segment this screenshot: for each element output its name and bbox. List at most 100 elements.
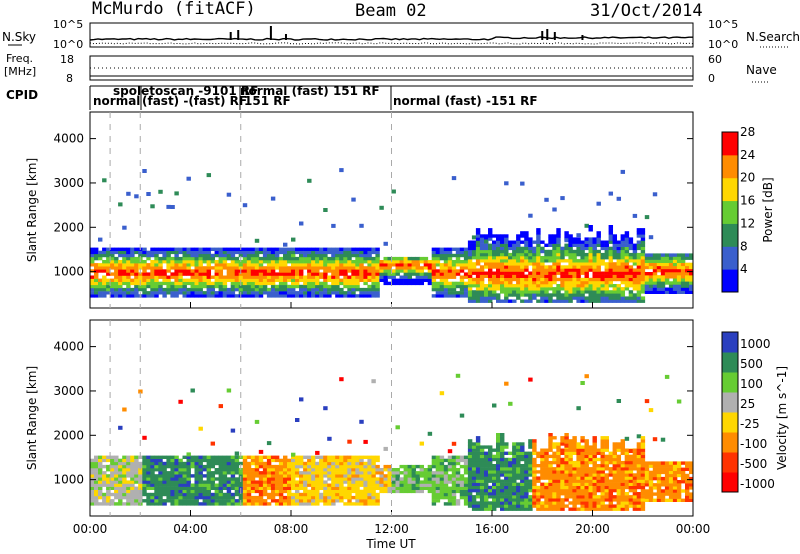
heatmap-cell [685, 495, 690, 499]
heatmap-cell [158, 458, 163, 463]
heatmap-cell [439, 477, 445, 481]
heatmap-cell [363, 281, 368, 286]
heatmap-cell [604, 473, 610, 477]
heatmap-cell [343, 250, 348, 255]
heatmap-cell [612, 507, 618, 511]
heatmap-cell [624, 256, 630, 260]
heatmap-cell [496, 299, 501, 303]
heatmap-cell [620, 476, 626, 480]
heatmap-cell [484, 479, 489, 483]
heatmap-cell [299, 455, 304, 459]
heatmap-cell [110, 499, 115, 503]
heatmap-cell [604, 476, 610, 480]
heatmap-cell [315, 495, 320, 500]
heatmap-cell [620, 169, 626, 174]
heatmap-cell [584, 457, 589, 462]
heatmap-cell [672, 281, 678, 285]
heatmap-cell [576, 488, 581, 493]
heatmap-cell [106, 278, 111, 282]
heatmap-cell [600, 501, 605, 505]
heatmap-cell [142, 275, 147, 279]
heatmap-cell [652, 272, 658, 276]
heatmap-cell [110, 455, 115, 459]
heatmap-cell [222, 468, 228, 472]
heatmap-cell [415, 477, 421, 481]
heatmap-cell [656, 483, 662, 487]
heatmap-cell [564, 271, 569, 275]
heatmap-cell [592, 284, 597, 288]
heatmap-cell [307, 281, 312, 286]
heatmap-cell [415, 281, 421, 286]
heatmap-cell [339, 263, 344, 267]
heatmap-cell [371, 272, 376, 276]
heatmap-cell [106, 291, 111, 295]
heatmap-cell [311, 486, 316, 490]
heatmap-cell [214, 291, 220, 295]
heatmap-cell [266, 275, 272, 279]
heatmap-cell [198, 471, 203, 475]
heatmap-cell [186, 266, 191, 270]
heatmap-cell [110, 253, 115, 258]
heatmap-cell [363, 477, 368, 481]
heatmap-cell [636, 442, 642, 446]
heatmap-cell [455, 489, 461, 494]
heatmap-cell [596, 268, 601, 272]
heatmap-cell [443, 489, 449, 494]
heatmap-cell [130, 281, 135, 286]
heatmap-cell [640, 460, 646, 465]
heatmap-cell [194, 250, 199, 255]
heatmap-cell [218, 486, 224, 490]
heatmap-cell [479, 479, 485, 483]
heatmap-cell [355, 474, 360, 478]
heatmap-cell [636, 479, 642, 483]
heatmap-cell [371, 260, 376, 264]
heatmap-cell [415, 474, 421, 478]
heatmap-cell [162, 253, 167, 258]
heatmap-cell [311, 489, 316, 494]
heatmap-cell [636, 434, 642, 439]
heatmap-cell [363, 250, 368, 255]
heatmap-cell [130, 247, 135, 251]
heatmap-cell [250, 281, 256, 286]
heatmap-cell [226, 468, 232, 472]
heatmap-cell [307, 502, 312, 506]
heatmap-cell [528, 482, 533, 486]
heatmap-cell [500, 280, 505, 285]
heatmap-cell [580, 495, 585, 499]
heatmap-cell [664, 259, 670, 263]
ytick-label: 4000 [53, 132, 84, 146]
heatmap-cell [447, 260, 453, 264]
heatmap-cell [190, 458, 195, 463]
heatmap-cell [435, 458, 441, 463]
heatmap-cell [572, 445, 577, 449]
heatmap-cell [475, 439, 481, 443]
heatmap-cell [359, 495, 364, 500]
heatmap-cell [628, 246, 634, 251]
heatmap-cell [367, 468, 372, 472]
heatmap-cell [214, 284, 220, 289]
heatmap-cell [166, 483, 171, 487]
heatmap-cell [528, 439, 533, 443]
heatmap-cell [254, 499, 260, 503]
heatmap-cell [303, 480, 308, 484]
heatmap-cell [287, 489, 292, 494]
heatmap-cell [548, 296, 553, 300]
heatmap-cell [222, 502, 228, 506]
heatmap-cell [516, 442, 521, 446]
heatmap-cell [508, 271, 513, 275]
heatmap-cell [327, 278, 332, 282]
heatmap-cell [689, 284, 694, 288]
heatmap-cell [258, 294, 264, 298]
heatmap-cell [283, 260, 288, 264]
heatmap-cell [110, 483, 115, 487]
heatmap-cell [584, 265, 589, 269]
heatmap-cell [170, 281, 175, 286]
heatmap-cell [648, 281, 654, 285]
heatmap-cell [202, 480, 208, 484]
heatmap-cell [689, 268, 694, 273]
heatmap-cell [126, 281, 131, 286]
heatmap-cell [644, 262, 650, 267]
heatmap-cell [186, 468, 191, 472]
cpid-segment-label: normal (fast) -151 RF [393, 94, 538, 108]
heatmap-cell [359, 492, 364, 497]
